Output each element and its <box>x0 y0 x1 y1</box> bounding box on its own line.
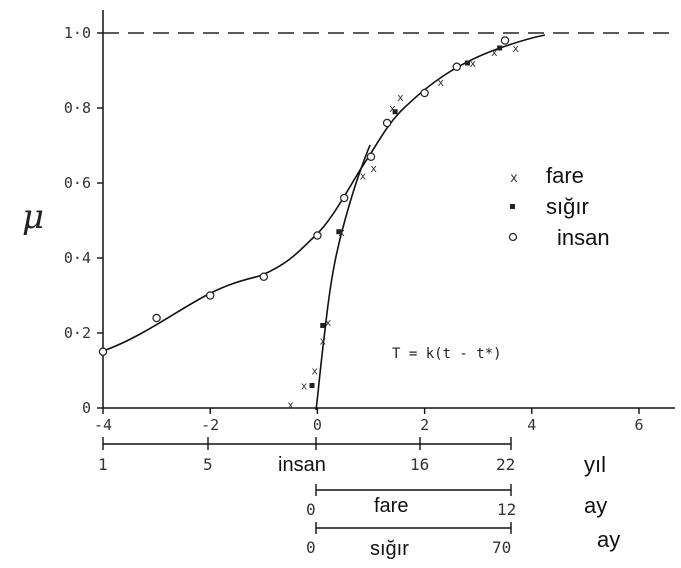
scale-tick-label: 0 <box>306 500 316 519</box>
legend-marker-circle <box>508 232 518 242</box>
x-tick-label: 2 <box>420 416 429 434</box>
x-tick-label: 4 <box>527 416 536 434</box>
legend: x fare sığır insan <box>508 163 610 250</box>
data-point-sigir <box>464 60 470 66</box>
scale-tick-label: 16 <box>410 455 429 474</box>
data-point-fare: x <box>397 91 404 104</box>
fit-curves <box>102 34 546 411</box>
scale-tick-label: 0 <box>306 538 316 557</box>
data-point-sigir <box>309 383 315 388</box>
legend-item-sigir: sığır <box>510 194 589 219</box>
legend-label-fare: fare <box>546 163 584 188</box>
data-point-fare: x <box>319 335 326 348</box>
data-point-insan <box>205 291 215 300</box>
data-point-fare: x <box>311 365 318 378</box>
data-point-fare: x <box>338 226 345 239</box>
data-point-fare: x <box>437 76 444 89</box>
y-tick-label: 1·0 <box>64 24 91 42</box>
data-point-insan <box>259 272 268 281</box>
x-tick-group: -4 -2 0 2 4 6 <box>94 408 644 434</box>
unit-label-sigir: ay <box>597 527 620 552</box>
unit-label-fare: ay <box>584 493 607 518</box>
scale-label-sigir: sığır <box>370 538 409 560</box>
data-point-sigir <box>320 323 326 328</box>
data-point-fare: x <box>287 398 294 411</box>
data-point-insan <box>500 36 510 45</box>
data-point-fare: x <box>512 42 519 55</box>
data-point-fare: x <box>325 316 332 329</box>
data-point-insan <box>382 118 392 128</box>
secondary-scale-fare: 0 fare 12 ay <box>306 484 607 519</box>
data-point-fare: x <box>370 162 377 175</box>
scale-tick-label: 12 <box>497 500 516 519</box>
y-tick-label: 0·8 <box>64 99 91 117</box>
scale-tick-label: 1 <box>98 455 108 474</box>
legend-item-fare: x fare <box>510 163 584 188</box>
scale-tick-label: 5 <box>203 455 213 474</box>
data-point-sigir <box>392 109 398 115</box>
formula-text: T = k(t - t*) <box>392 346 502 362</box>
secondary-scale-sigir: 0 sığır 70 ay <box>306 522 620 560</box>
fare-curve <box>315 144 371 411</box>
data-point-fare: x <box>491 46 498 59</box>
data-point-insan <box>420 88 429 98</box>
y-axis-label: μ <box>22 197 44 237</box>
data-point-fare: x <box>389 102 396 115</box>
axes <box>102 10 678 409</box>
y-tick-label: 0 <box>82 399 91 417</box>
data-point-sigir <box>336 229 342 235</box>
data-point-insan <box>452 62 461 71</box>
data-point-insan <box>366 152 376 161</box>
data-point-fare: x <box>301 380 308 393</box>
data-point-fare: x <box>470 57 477 70</box>
y-tick-label: 0·2 <box>64 324 91 342</box>
data-point-sigir <box>497 45 503 51</box>
data-point-fare: x <box>360 170 367 183</box>
x-tick-label: 0 <box>313 416 322 434</box>
data-point-insan <box>313 231 322 240</box>
x-tick-label: 6 <box>634 416 643 434</box>
y-tick-group: 0 0·2 0·4 0·6 0·8 1·0 <box>64 24 103 417</box>
x-tick-label: -2 <box>201 416 219 434</box>
legend-label-insan: insan <box>557 225 610 250</box>
scale-tick-label: 70 <box>492 538 511 557</box>
legend-label-sigir: sığır <box>546 194 589 219</box>
unit-label-insan: yıl <box>584 452 606 477</box>
data-point-insan <box>98 347 108 356</box>
x-tick-label: -4 <box>94 416 112 434</box>
scale-label-insan: insan <box>278 454 326 476</box>
secondary-scale-insan: 1 5 insan 16 22 yıl <box>98 437 606 477</box>
legend-marker-x: x <box>510 171 518 186</box>
legend-item-insan: insan <box>508 225 610 250</box>
scale-label-fare: fare <box>374 495 408 517</box>
legend-marker-filled <box>510 204 515 209</box>
insan-curve <box>102 34 546 352</box>
data-point-insan <box>152 313 161 323</box>
scale-tick-label: 22 <box>496 455 515 474</box>
y-tick-label: 0·4 <box>64 249 91 267</box>
y-tick-label: 0·6 <box>64 174 91 192</box>
data-point-insan <box>340 193 349 203</box>
